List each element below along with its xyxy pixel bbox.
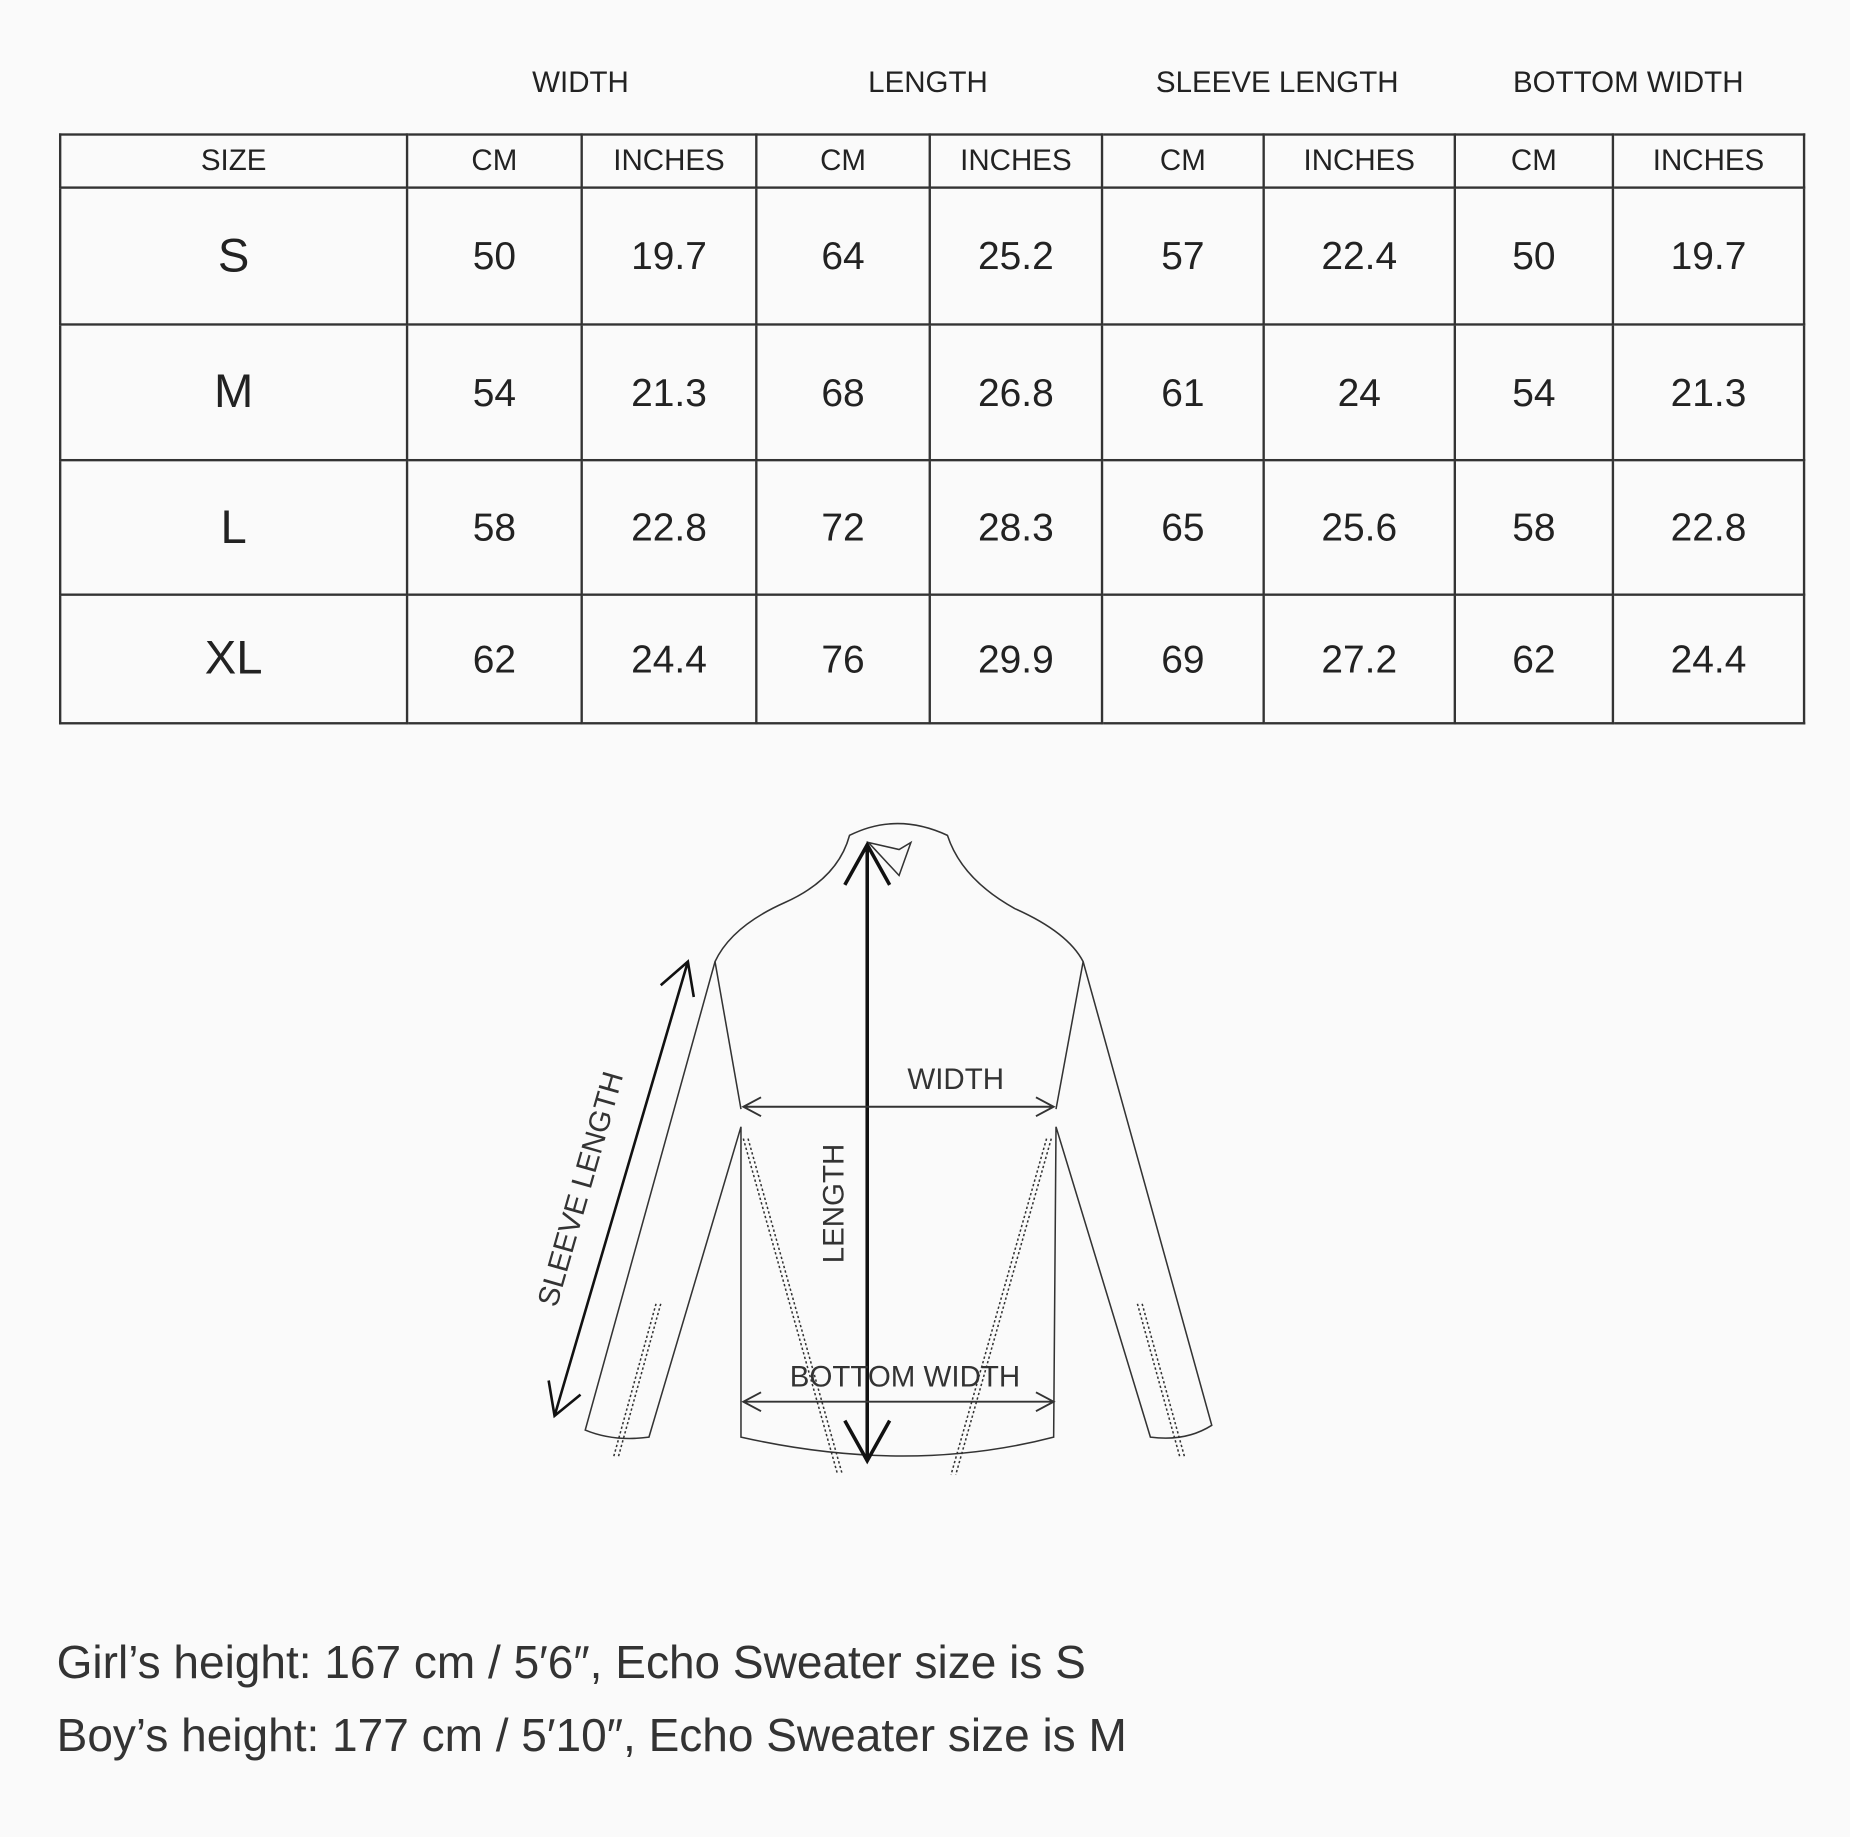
- measurement-cell: 24.4: [1611, 593, 1806, 725]
- bottom-width-arrow: [741, 1391, 1056, 1412]
- measurement-cell: 21.3: [1611, 323, 1806, 462]
- measurement-cell: 24: [1262, 323, 1456, 462]
- measurement-cell: 58: [1453, 458, 1615, 596]
- column-header: INCHES: [1611, 133, 1806, 189]
- size-cell: S: [58, 186, 409, 326]
- table-row: M 54 21.3 68 26.8 61 24 54 21.3: [58, 323, 1806, 462]
- measurement-cell: 19.7: [580, 186, 758, 326]
- measurement-cell: 64: [755, 186, 931, 326]
- measurement-cell: 25.6: [1262, 458, 1456, 596]
- measurement-cell: 61: [1100, 323, 1265, 462]
- measurement-cell: 62: [405, 593, 583, 725]
- measurement-cell: 19.7: [1611, 186, 1806, 326]
- length-label: LENGTH: [818, 1144, 851, 1264]
- sleeve-length-label: SLEEVE LENGTH: [532, 1068, 631, 1310]
- group-header-sleeve-length: SLEEVE LENGTH: [1155, 66, 1399, 100]
- column-header: CM: [755, 133, 931, 189]
- column-header: CM: [1453, 133, 1615, 189]
- length-arrow: [843, 841, 892, 1465]
- measurement-cell: 22.8: [1611, 458, 1806, 596]
- measurement-cell: 76: [755, 593, 931, 725]
- group-header-bottom-width: BOTTOM WIDTH: [1513, 66, 1744, 100]
- zipper-right: [950, 1138, 1053, 1476]
- group-header-length: LENGTH: [868, 66, 988, 100]
- measurement-cell: 27.2: [1262, 593, 1456, 725]
- measurement-cell: 50: [405, 186, 583, 326]
- measurement-cell: 68: [755, 323, 931, 462]
- width-arrow: [741, 1096, 1056, 1118]
- measurement-cell: 69: [1100, 593, 1265, 725]
- measurement-cell: 28.3: [928, 458, 1104, 596]
- size-cell: L: [58, 458, 409, 596]
- column-header: CM: [405, 133, 583, 189]
- measurement-cell: 29.9: [928, 593, 1104, 725]
- column-header: SIZE: [58, 133, 409, 189]
- table-row: L 58 22.8 72 28.3 65 25.6 58 22.8: [58, 458, 1806, 596]
- measurement-cell: 65: [1100, 458, 1265, 596]
- sleeve-arrow: [547, 959, 696, 1419]
- bottom-width-label: BOTTOM WIDTH: [790, 1360, 1020, 1393]
- measurement-cell: 54: [1453, 323, 1615, 462]
- column-header: INCHES: [580, 133, 758, 189]
- column-header: CM: [1100, 133, 1265, 189]
- size-table: SIZE CM INCHES CM INCHES CM INCHES CM INCHES S 50…: [58, 133, 1806, 725]
- width-label: WIDTH: [907, 1063, 1004, 1096]
- table-row: XL 62 24.4 76 29.9 69 27.2 62 24.4: [58, 593, 1806, 725]
- measurement-cell: 25.2: [928, 186, 1104, 326]
- note-girl: Girl’s height: 167 cm / 5′6″, Echo Sweat…: [56, 1637, 1086, 1689]
- zipper-left: [742, 1138, 844, 1476]
- jacket-outline: [584, 822, 1213, 1457]
- note-boy: Boy’s height: 177 cm / 5′10″, Echo Sweat…: [56, 1710, 1127, 1762]
- measurement-cell: 24.4: [580, 593, 758, 725]
- measurement-cell: 26.8: [928, 323, 1104, 462]
- group-header-width: WIDTH: [532, 66, 629, 100]
- measurement-cell: 22.8: [580, 458, 758, 596]
- column-header: INCHES: [928, 133, 1104, 189]
- size-cell: XL: [58, 593, 409, 725]
- measurement-cell: 54: [405, 323, 583, 462]
- measurement-cell: 72: [755, 458, 931, 596]
- measurement-cell: 58: [405, 458, 583, 596]
- measurement-cell: 21.3: [580, 323, 758, 462]
- sleeve-zipper-right: [1136, 1303, 1186, 1458]
- measurement-cell: 62: [1453, 593, 1615, 725]
- column-header: INCHES: [1262, 133, 1456, 189]
- sleeve-zipper-left: [612, 1303, 662, 1458]
- table-row: S 50 19.7 64 25.2 57 22.4 50 19.7: [58, 186, 1806, 326]
- measurement-cell: 22.4: [1262, 186, 1456, 326]
- measurement-cell: 50: [1453, 186, 1615, 326]
- measurement-cell: 57: [1100, 186, 1265, 326]
- size-cell: M: [58, 323, 409, 462]
